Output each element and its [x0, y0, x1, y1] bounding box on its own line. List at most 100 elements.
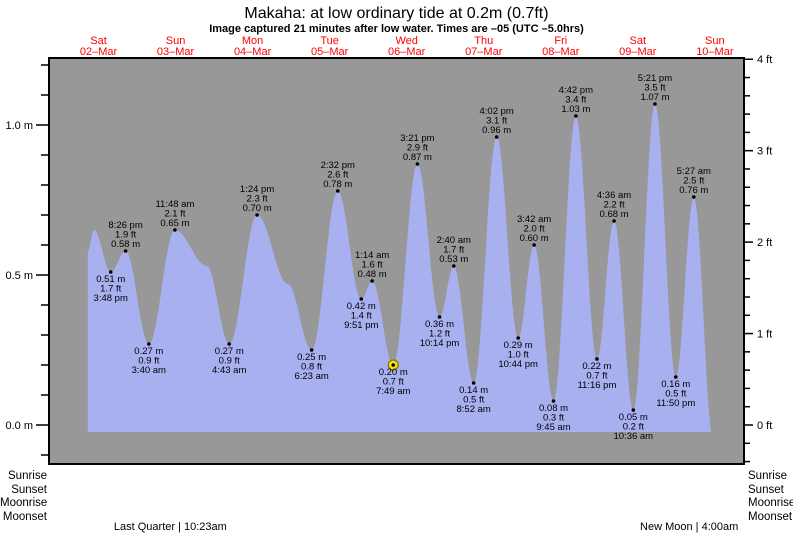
tide-dot — [653, 102, 657, 106]
high-tide-label-line: 2:32 pm — [321, 160, 355, 171]
y-axis-right-label: 3 ft — [757, 146, 772, 158]
high-tide-label-line: 2:40 am — [437, 235, 471, 246]
low-tide-label-line: 0.7 ft — [586, 371, 607, 382]
low-tide-label-line: 11:16 pm — [577, 380, 616, 391]
high-tide-label-line: 0.68 m — [600, 209, 629, 220]
tide-dot — [255, 213, 259, 217]
high-tide-label-line: 2.5 ft — [683, 176, 704, 187]
tide-annotation: 3:21 pm2.9 ft0.87 m — [400, 133, 435, 166]
low-tide-label-line: 0.22 m — [582, 361, 611, 372]
tide-annotation: 0.14 m0.5 ft8:52 am — [456, 381, 491, 415]
y-axis-right-label: 2 ft — [757, 237, 772, 249]
high-tide-label-line: 4:42 pm — [559, 85, 593, 96]
low-tide-label-line: 0.05 m — [619, 412, 648, 423]
high-tide-label-line: 3.1 ft — [486, 116, 507, 127]
day-date: 02–Mar — [80, 46, 118, 58]
high-tide-label-line: 0.70 m — [243, 203, 272, 214]
low-tide-label-line: 1.4 ft — [351, 311, 372, 322]
y-axis-right-label: 0 ft — [757, 420, 772, 432]
tide-annotation: 4:02 pm3.1 ft0.96 m — [480, 106, 514, 139]
low-tide-label-line: 0.36 m — [425, 319, 454, 330]
low-tide-label-line: 0.5 ft — [463, 395, 484, 406]
high-tide-label-line: 1.9 ft — [115, 230, 136, 241]
tide-dot — [173, 228, 177, 232]
low-tide-label-line: 0.3 ft — [543, 413, 564, 424]
sunrise-label: Sunrise — [8, 470, 47, 482]
high-tide-label-line: 2.9 ft — [407, 143, 428, 154]
day-date: 06–Mar — [388, 46, 426, 58]
low-tide-label-line: 11:50 pm — [656, 398, 695, 409]
page-title: Makaha: at low ordinary tide at 0.2m (0.… — [244, 5, 549, 22]
moonset-label: Moonset — [748, 510, 793, 523]
low-tide-label-line: 1.0 ft — [508, 350, 529, 361]
high-tide-label-line: 5:21 pm — [638, 73, 672, 84]
day-date: 08–Mar — [542, 46, 580, 58]
tide-dot — [227, 342, 232, 346]
low-tide-label-line: 0.27 m — [215, 346, 244, 357]
tide-dot — [532, 243, 536, 247]
tide-annotation: 8:26 pm1.9 ft0.58 m — [108, 220, 143, 253]
high-tide-label-line: 2.3 ft — [247, 194, 268, 205]
moon-phase-label: Last Quarter | 10:23am — [114, 521, 227, 533]
tide-annotation: 0.42 m1.4 ft9:51 pm — [344, 297, 379, 331]
tide-dot — [516, 336, 520, 340]
low-tide-label-line: 0.14 m — [459, 385, 488, 396]
high-tide-label-line: 3:42 am — [517, 214, 551, 225]
sunrise-label: Sunrise — [748, 470, 787, 482]
tide-dot — [551, 399, 556, 403]
low-tide-label-line: 10:36 am — [613, 431, 653, 442]
tide-dot — [494, 135, 499, 139]
tide-dot — [359, 297, 364, 301]
y-axis-left-label: 0.0 m — [5, 420, 33, 432]
high-tide-label-line: 0.76 m — [679, 185, 708, 196]
high-tide-label-line: 4:02 pm — [480, 106, 514, 117]
moonrise-label: Moonrise — [748, 497, 793, 509]
high-tide-label-line: 2.6 ft — [327, 170, 348, 181]
tide-annotation: 4:42 pm3.4 ft1.03 m — [559, 85, 593, 118]
high-tide-label-line: 0.87 m — [403, 152, 432, 163]
low-tide-label-line: 1.2 ft — [429, 329, 450, 340]
tide-dot — [595, 357, 599, 361]
tide-annotation: 0.25 m0.8 ft6:23 am — [294, 348, 329, 382]
low-tide-label-line: 0.25 m — [297, 352, 326, 363]
high-tide-label-line: 2.2 ft — [603, 200, 624, 211]
high-tide-label-line: 5:27 am — [677, 166, 711, 177]
high-tide-label-line: 1:14 am — [355, 250, 389, 261]
moon-phase-label: New Moon | 4:00am — [640, 521, 738, 533]
high-tide-label-line: 0.60 m — [520, 233, 549, 244]
low-tide-label-line: 6:23 am — [294, 371, 328, 382]
low-tide-label-line: 0.9 ft — [138, 356, 159, 367]
tide-annotation: 3:42 am2.0 ft0.60 m — [517, 214, 551, 247]
low-tide-label-line: 9:45 am — [536, 422, 570, 433]
sunset-label: Sunset — [11, 483, 47, 496]
high-tide-label-line: 11:48 am — [155, 199, 194, 210]
low-tide-label-line: 0.16 m — [661, 379, 690, 390]
day-name: Wed — [395, 35, 417, 47]
day-date: 10–Mar — [696, 46, 734, 58]
low-tide-label-line: 1.7 ft — [100, 284, 121, 295]
tide-dot — [370, 279, 374, 283]
tide-annotation: 5:21 pm3.5 ft1.07 m — [638, 73, 672, 106]
tide-annotation: 0.27 m0.9 ft4:43 am — [212, 342, 246, 376]
tide-annotation: 0.27 m0.9 ft3:40 am — [132, 342, 166, 376]
day-date: 07–Mar — [465, 46, 503, 58]
tide-curve — [87, 104, 712, 432]
high-tide-label-line: 0.96 m — [482, 125, 511, 136]
high-tide-label-line: 0.58 m — [111, 239, 140, 250]
high-tide-label-line: 2.1 ft — [164, 209, 185, 220]
high-tide-label-line: 0.78 m — [323, 179, 352, 190]
low-tide-label-line: 3:48 pm — [94, 293, 128, 304]
tide-dot — [335, 189, 340, 193]
low-tide-label-line: 0.7 ft — [383, 377, 404, 388]
high-tide-label-line: 4:36 am — [597, 190, 631, 201]
tide-dot — [471, 381, 476, 385]
day-name: Sun — [166, 35, 186, 47]
tide-annotation: 4:36 am2.2 ft0.68 m — [597, 190, 631, 223]
tide-annotation: 2:32 pm2.6 ft0.78 m — [321, 160, 355, 193]
